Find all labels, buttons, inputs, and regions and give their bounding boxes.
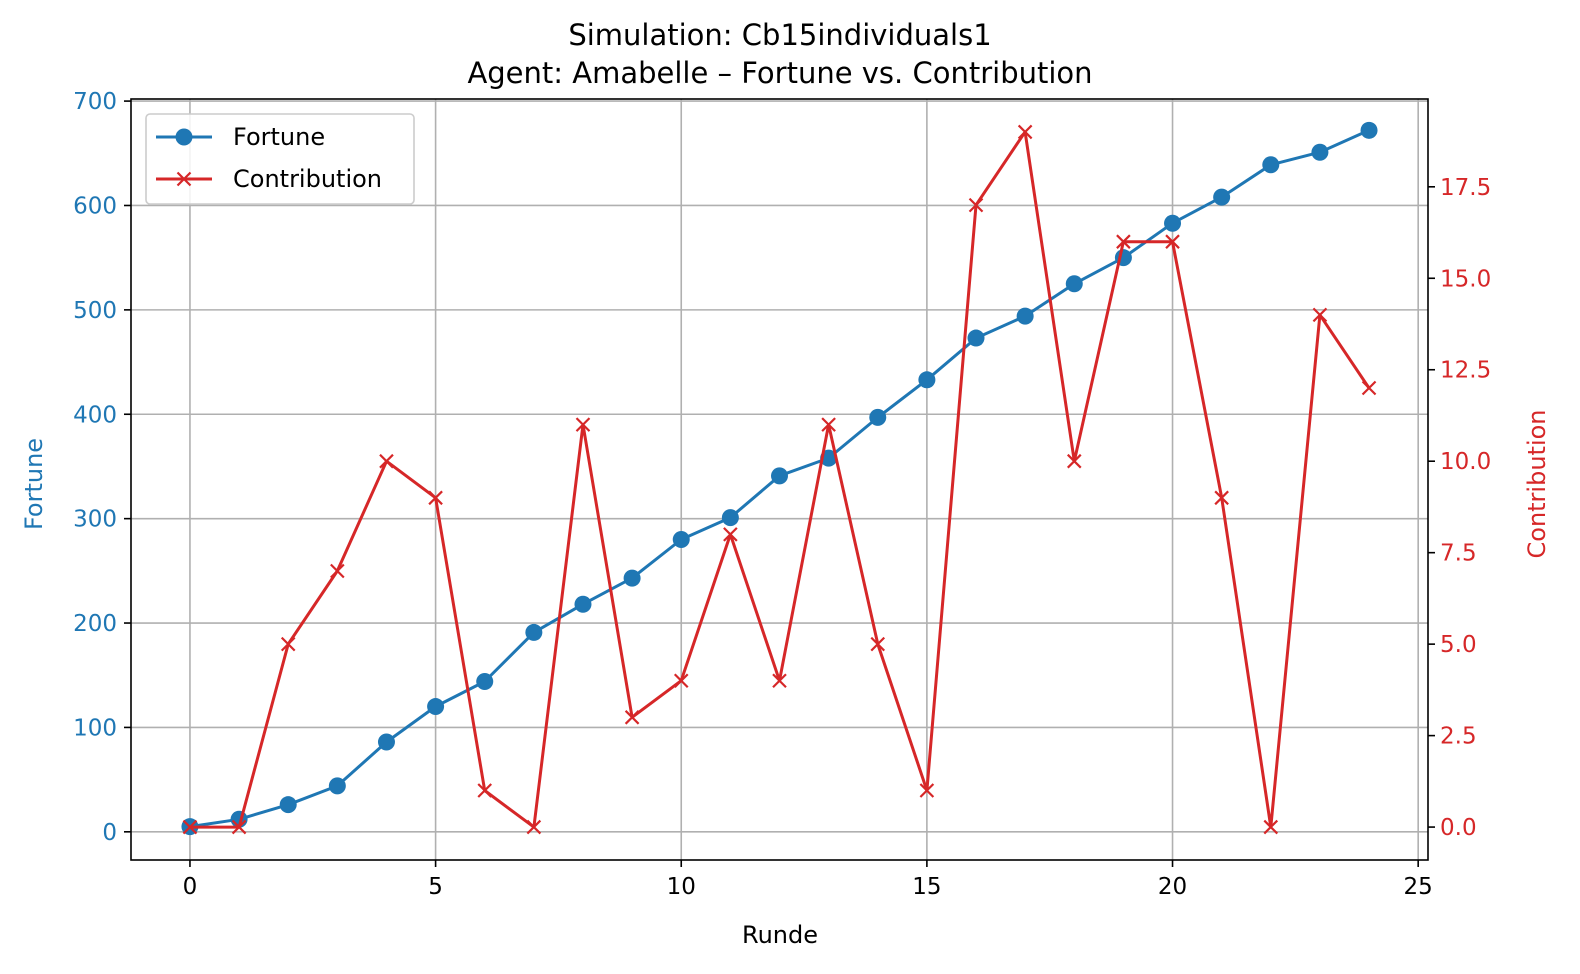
y2-tick-label: 10.0	[1440, 449, 1491, 475]
contribution-point	[428, 490, 443, 506]
series-layer	[181, 121, 1378, 836]
x-tick-label: 10	[667, 874, 696, 900]
grid-lines	[131, 99, 1428, 860]
contribution-point	[477, 783, 493, 798]
contribution-point	[330, 563, 345, 579]
y-tick-label: 300	[73, 507, 117, 533]
contribution-point	[1066, 453, 1082, 469]
fortune-point	[967, 329, 985, 347]
x-tick-label: 0	[183, 874, 198, 900]
y-tick-label: 400	[73, 402, 117, 428]
contribution-point	[1263, 819, 1279, 835]
y-tick-label: 100	[73, 715, 117, 741]
fortune-point	[328, 777, 346, 795]
fortune-point	[771, 467, 788, 485]
y-tick-label: 500	[73, 298, 117, 324]
y2-tick-label: 15.0	[1440, 266, 1491, 292]
contribution-point	[231, 819, 247, 835]
chart-subtitle: Agent: Amabelle – Fortune vs. Contributi…	[467, 56, 1092, 90]
contribution-point	[821, 417, 836, 432]
fortune-point	[721, 509, 739, 527]
fortune-point	[672, 531, 690, 549]
legend-swatch-marker	[175, 128, 193, 146]
legend-label: Fortune	[233, 123, 325, 151]
contribution-point	[870, 636, 886, 652]
contribution-point	[1312, 307, 1328, 323]
contribution-point	[379, 453, 394, 469]
fortune-point	[427, 698, 445, 716]
y2-tick-label: 12.5	[1440, 358, 1491, 384]
contribution-point	[919, 783, 935, 798]
contribution-point	[723, 527, 738, 542]
legend-box	[145, 113, 415, 205]
contribution-point	[1116, 234, 1131, 249]
fortune-point	[1213, 188, 1231, 206]
fortune-point	[377, 733, 395, 751]
x-tick-label: 5	[428, 874, 443, 900]
contribution-point	[182, 819, 198, 835]
x-axis-label: Runde	[742, 921, 818, 949]
fortune-point	[1311, 143, 1329, 161]
x-tick-label: 15	[912, 874, 941, 900]
fortune-point	[279, 796, 297, 814]
legend-swatch-marker	[176, 171, 192, 187]
fortune-point	[1065, 275, 1083, 293]
x-tick-label: 20	[1158, 874, 1187, 900]
chart-title: Simulation: Cb15individuals1	[568, 18, 991, 52]
legend-label: Contribution	[233, 165, 382, 193]
fortune-point	[525, 623, 543, 641]
fortune-point	[574, 595, 592, 613]
contribution-point	[968, 197, 984, 213]
y-axis-label: Fortune	[20, 438, 48, 530]
contribution-point	[575, 417, 591, 432]
y2-axis-label: Contribution	[1523, 409, 1551, 558]
y-tick-label: 700	[73, 89, 117, 115]
fortune-point	[623, 569, 641, 587]
y2-tick-label: 17.5	[1440, 175, 1491, 201]
contribution-point	[673, 673, 689, 689]
y2-tick-label: 0.0	[1440, 815, 1477, 841]
fortune-point	[476, 672, 494, 690]
contribution-point	[526, 819, 542, 835]
y-tick-label: 600	[73, 193, 117, 219]
contribution-point	[1165, 234, 1180, 249]
contribution-point	[624, 710, 640, 725]
axis-ticks: 0 5 10 15 20 25 0 100 200 300 400 500 600 700 0.0 2.5 5.…	[73, 89, 1491, 900]
y-tick-label: 200	[73, 611, 117, 637]
fortune-point	[918, 371, 936, 389]
fortune-point	[1164, 214, 1182, 232]
fortune-point	[869, 408, 887, 426]
contribution-point	[1214, 490, 1229, 506]
plot-frame	[130, 98, 1429, 861]
fortune-point	[1262, 156, 1280, 174]
legend: Fortune Contribution	[145, 113, 415, 205]
contribution-point	[772, 673, 787, 689]
y-tick-label: 0	[102, 820, 117, 846]
y2-tick-label: 5.0	[1440, 632, 1477, 658]
contribution-point	[1017, 124, 1033, 140]
y2-tick-label: 2.5	[1440, 724, 1477, 750]
y2-tick-label: 7.5	[1440, 541, 1477, 567]
fortune-point	[1016, 307, 1034, 325]
x-tick-label: 25	[1404, 874, 1433, 900]
contribution-point	[280, 636, 296, 652]
fortune-point	[1360, 121, 1378, 139]
contribution-point	[1361, 380, 1377, 396]
